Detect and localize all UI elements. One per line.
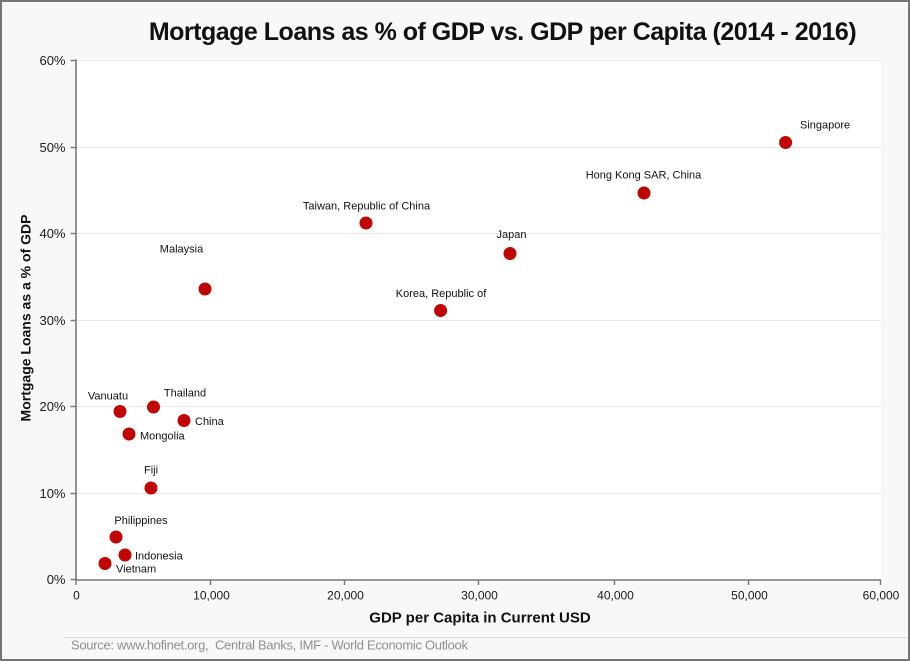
- svg-text:Singapore: Singapore: [800, 120, 850, 132]
- svg-text:40%: 40%: [39, 226, 65, 241]
- svg-text:Fiji: Fiji: [144, 465, 158, 477]
- svg-text:Mortgage Loans as % of GDP vs.: Mortgage Loans as % of GDP vs. GDP per C…: [149, 18, 856, 46]
- svg-text:Vietnam: Vietnam: [116, 564, 156, 576]
- svg-text:30,000: 30,000: [461, 589, 498, 603]
- svg-text:Mortgage Loans as a % of GDP: Mortgage Loans as a % of GDP: [18, 215, 34, 422]
- svg-text:Thailand: Thailand: [164, 388, 206, 400]
- svg-text:60,000: 60,000: [863, 589, 900, 603]
- svg-text:10,000: 10,000: [193, 589, 230, 603]
- svg-text:60%: 60%: [39, 53, 65, 68]
- svg-text:20,000: 20,000: [327, 589, 364, 603]
- svg-text:Hong Kong SAR, China: Hong Kong SAR, China: [586, 170, 702, 182]
- svg-text:30%: 30%: [39, 313, 65, 328]
- svg-text:Korea, Republic of: Korea, Republic of: [396, 288, 487, 300]
- svg-text:Mongolia: Mongolia: [140, 431, 186, 443]
- svg-text:40,000: 40,000: [597, 589, 634, 603]
- svg-text:Vanuatu: Vanuatu: [88, 391, 128, 403]
- svg-text:0: 0: [73, 589, 80, 603]
- svg-text:0%: 0%: [47, 572, 66, 587]
- svg-text:China: China: [195, 416, 225, 428]
- svg-text:Taiwan, Republic of China: Taiwan, Republic of China: [303, 201, 431, 213]
- svg-text:Malaysia: Malaysia: [160, 244, 204, 256]
- svg-text:Philippines: Philippines: [114, 515, 168, 527]
- svg-text:50,000: 50,000: [731, 589, 768, 603]
- svg-text:Source: www.hofinet.org, Cent: Source: www.hofinet.org, Central Banks, …: [71, 638, 468, 653]
- svg-text:20%: 20%: [39, 399, 65, 414]
- svg-text:Japan: Japan: [497, 229, 527, 241]
- svg-text:10%: 10%: [39, 486, 65, 501]
- svg-text:GDP per Capita in Current USD: GDP per Capita in Current USD: [369, 610, 591, 627]
- svg-text:Indonesia: Indonesia: [135, 551, 184, 563]
- svg-text:50%: 50%: [39, 140, 65, 155]
